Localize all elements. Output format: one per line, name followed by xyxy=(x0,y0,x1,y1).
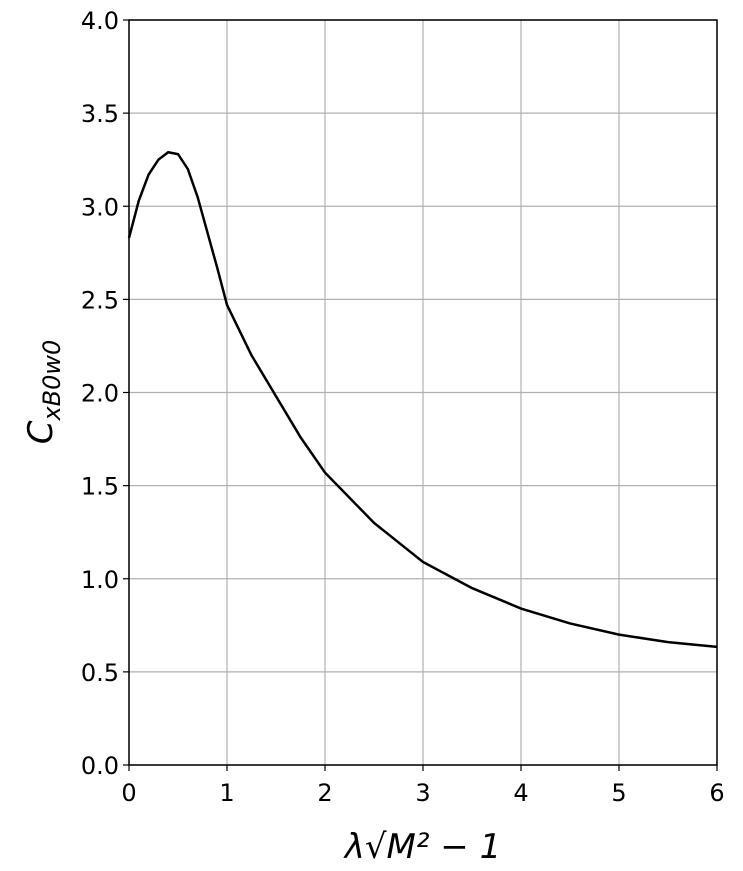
x-tick-label: 1 xyxy=(219,779,234,807)
x-tick-label: 4 xyxy=(513,779,528,807)
y-tick-label: 1.0 xyxy=(81,566,119,594)
line-series xyxy=(127,150,718,649)
y-axis-label-subscript: xB0w0 xyxy=(38,340,66,422)
x-axis-label: λ√M² − 1 xyxy=(343,827,502,867)
y-tick-label: 0.0 xyxy=(81,752,119,780)
y-tick-label: 2.0 xyxy=(81,380,119,408)
x-tick-label: 3 xyxy=(415,779,430,807)
y-axis-label-main: C xyxy=(21,420,61,444)
x-tick-label: 6 xyxy=(709,779,724,807)
x-tick-label: 5 xyxy=(611,779,626,807)
x-tick-label: 0 xyxy=(121,779,136,807)
ticks: 0.0 0.5 1.0 1.5 2.0 2.5 3.0 3.5 4.0 0 1 2 3 4 5 6 xyxy=(81,7,725,807)
plot xyxy=(127,150,718,649)
y-tick-label: 1.5 xyxy=(81,473,119,501)
grid xyxy=(128,19,718,766)
y-tick-label: 3.5 xyxy=(81,100,119,128)
x-tick-label: 2 xyxy=(317,779,332,807)
y-tick-label: 4.0 xyxy=(81,7,119,35)
y-axis-label: CxB0w0 xyxy=(21,340,66,445)
y-tick-label: 3.0 xyxy=(81,193,119,221)
y-tick-label: 2.5 xyxy=(81,286,119,314)
y-tick-label: 0.5 xyxy=(81,659,119,687)
